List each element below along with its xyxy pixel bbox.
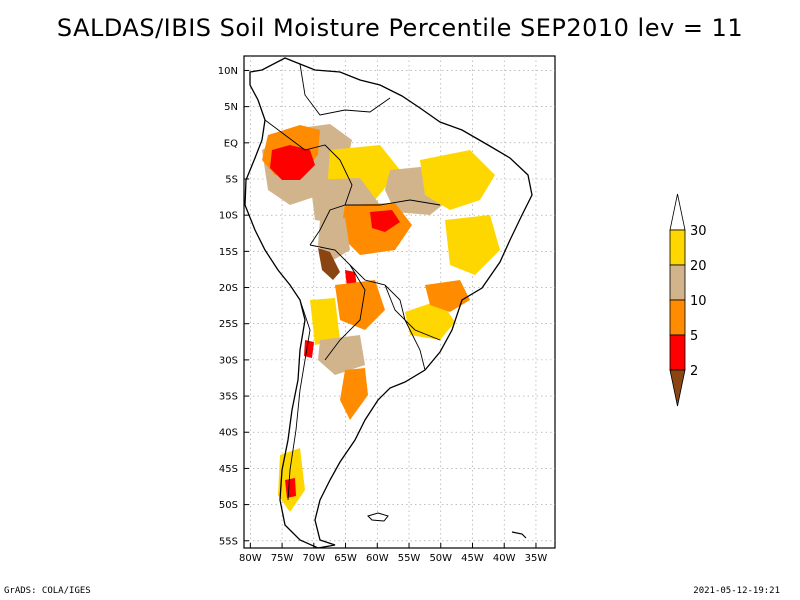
south-georgia: [511, 531, 527, 539]
colorbar-segment: [669, 334, 686, 371]
patch-arg-tan: [318, 335, 365, 375]
lon-label: 45W: [461, 553, 484, 564]
colorbar-label: 20: [690, 259, 707, 274]
lat-label: 45S: [219, 464, 238, 475]
colorbar: 30 20 10 5 2: [669, 193, 707, 407]
patch-arg-orange: [340, 368, 368, 420]
lat-label: 20S: [219, 283, 238, 294]
lon-label: 60W: [366, 553, 389, 564]
lon-label: 40W: [493, 553, 516, 564]
lon-label: 70W: [303, 553, 326, 564]
patch-amazon-red: [270, 145, 315, 180]
lat-label: 10S: [219, 211, 238, 222]
colorbar-segment: [669, 229, 686, 266]
patch-se-yellow: [405, 300, 455, 340]
lat-label: 5N: [224, 102, 238, 113]
map-title: SALDAS/IBIS Soil Moisture Percentile SEP…: [56, 14, 744, 42]
percentile-fields: [262, 124, 500, 512]
lat-label: 15S: [219, 247, 238, 258]
continent-outline: [244, 57, 533, 549]
lat-label: 55S: [219, 536, 238, 547]
lat-label: 5S: [225, 175, 238, 186]
lon-label: 35W: [525, 553, 548, 564]
country-borders: [264, 63, 441, 501]
patch-se-orange: [425, 280, 470, 312]
colorbar-segment: [669, 299, 686, 336]
longitude-labels: 80W 75W 70W 65W 60W 55W 50W 45W 40W 35W: [239, 543, 547, 564]
lon-label: 80W: [239, 553, 262, 564]
patch-central-red: [370, 210, 400, 232]
patch-east-yellow: [420, 150, 495, 210]
colorbar-label: 10: [690, 294, 707, 309]
lon-label: 55W: [398, 553, 421, 564]
patch-chaco-yellow: [310, 298, 340, 345]
footer-credit: GrADS: COLA/IGES: [4, 586, 91, 596]
lon-label: 75W: [271, 553, 294, 564]
lat-label: 35S: [219, 392, 238, 403]
lon-label: 50W: [429, 553, 452, 564]
patch-chaco-orange: [335, 280, 385, 330]
footer-timestamp: 2021-05-12-19:21: [693, 586, 780, 596]
latitude-labels: 10N 5N EQ 5S 10S 15S 20S 25S 30S 35S 40S 45S 50S 55S: [218, 66, 249, 547]
falkland-islands: [367, 512, 389, 522]
lat-label: EQ: [224, 138, 238, 149]
colorbar-label: 5: [690, 329, 698, 344]
lat-label: 50S: [219, 500, 238, 511]
patch-andes-brown: [318, 248, 340, 280]
colorbar-label: 30: [690, 224, 707, 239]
lat-label: 40S: [219, 428, 238, 439]
colorbar-cap-bottom: [669, 369, 686, 407]
patch-east-yellow-2: [445, 215, 500, 275]
colorbar-cap-top: [669, 193, 686, 231]
lat-label: 30S: [219, 355, 238, 366]
patch-patagonia-red: [285, 478, 296, 498]
lat-label: 10N: [218, 66, 238, 77]
lon-label: 65W: [334, 553, 357, 564]
lat-label: 25S: [219, 319, 238, 330]
colorbar-label: 2: [690, 364, 698, 379]
colorbar-segment: [669, 264, 686, 301]
